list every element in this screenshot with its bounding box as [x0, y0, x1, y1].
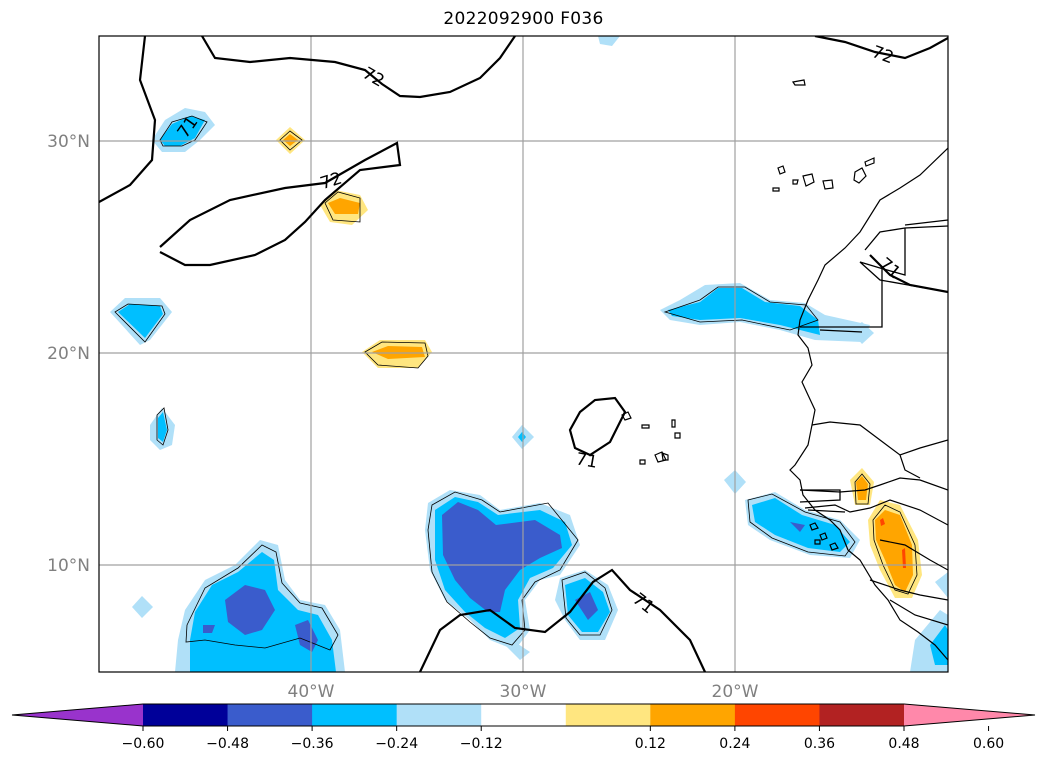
lat-label-20n: 20°N: [47, 344, 90, 364]
colorbar-tick-label: −0.60: [122, 736, 165, 752]
lon-label-30w: 30°W: [500, 682, 547, 702]
contour-label: 71: [574, 449, 599, 472]
map-area: 72 72 72 71 71 71 71: [99, 36, 948, 672]
colorbar-segment: [396, 704, 482, 726]
colorbar-segment: [650, 704, 736, 726]
lat-label-10n: 10°N: [47, 556, 90, 576]
colorbar-segment: [227, 704, 313, 726]
colorbar-tick-label: −0.24: [375, 736, 418, 752]
colorbar-tick-label: 0.24: [719, 736, 750, 752]
colorbar-tick-label: 0.48: [888, 736, 919, 752]
map-title: 2022092900 F036: [443, 9, 604, 29]
graticule: [99, 36, 948, 672]
country-borders: [799, 219, 948, 513]
colorbar-segment: [565, 704, 651, 726]
map-frame: [98, 35, 949, 673]
colorbar-segment: [143, 704, 229, 726]
colorbar-tick-label: 0.36: [804, 736, 835, 752]
lon-label-20w: 20°W: [712, 682, 759, 702]
colorbar: [11, 703, 1036, 727]
colorbar-segment: [312, 704, 398, 726]
colorbar-segment: [819, 704, 905, 726]
colorbar-tick-label: −0.12: [460, 736, 503, 752]
colorbar-tick-label: 0.60: [973, 736, 1004, 752]
colorbar-extend-low: [12, 704, 143, 726]
colorbar-tick-label: 0.12: [635, 736, 666, 752]
colorbar-ticks: −0.60 −0.48 −0.36 −0.24 −0.12 0.12 0.24 0.36 0.4…: [122, 726, 1004, 752]
contour-lines: [99, 36, 948, 672]
coastlines: [621, 79, 948, 661]
colorbar-segment: [734, 704, 820, 726]
colorbar-segment: [481, 704, 567, 726]
colorbar-tick-label: −0.36: [291, 736, 334, 752]
lat-label-30n: 30°N: [47, 132, 90, 152]
colorbar-tick-label: −0.48: [206, 736, 249, 752]
colorbar-extend-high: [904, 704, 1035, 726]
lon-label-40w: 40°W: [288, 682, 335, 702]
